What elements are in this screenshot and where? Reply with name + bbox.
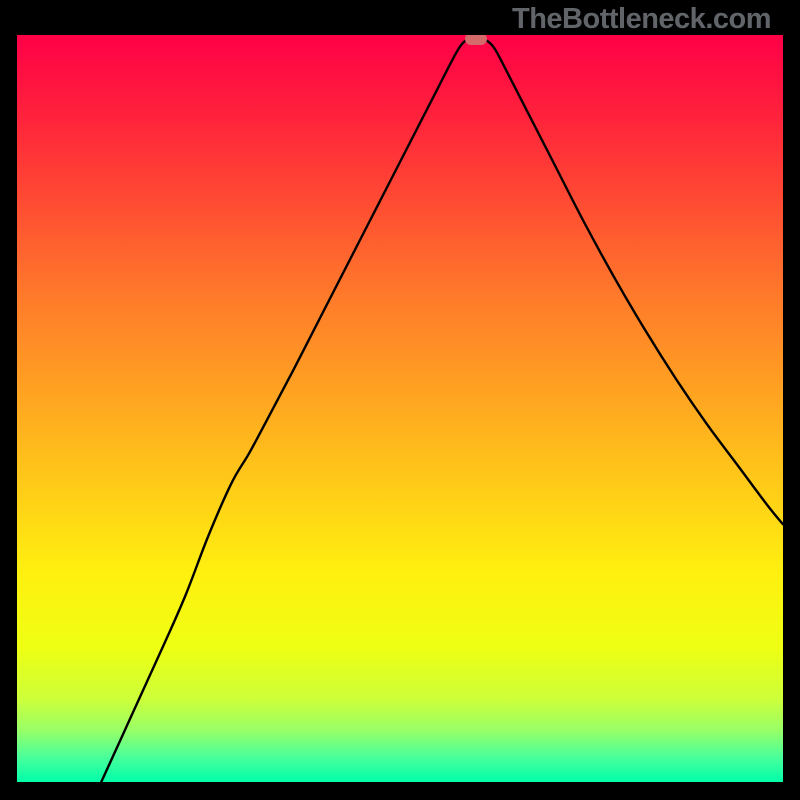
minimum-marker [465,33,487,45]
v-curve-line [101,38,783,782]
watermark-text: TheBottleneck.com [512,3,771,36]
frame-bottom [0,782,800,800]
chart-svg-layer [17,35,783,782]
frame-left [0,0,17,800]
bottleneck-chart [17,35,783,782]
frame-right [783,0,800,800]
